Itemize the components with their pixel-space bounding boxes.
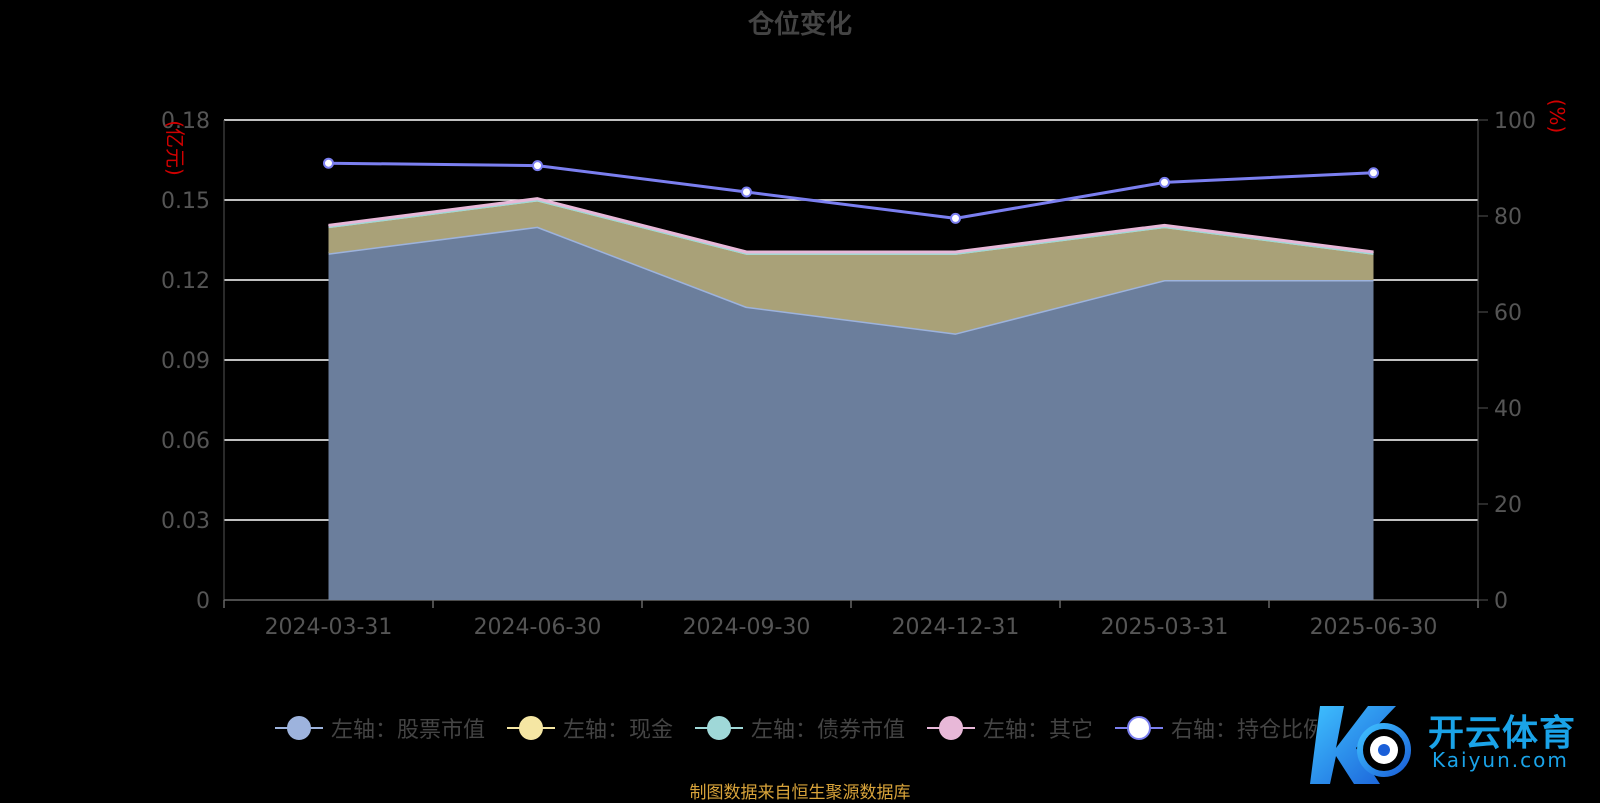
area-0 bbox=[328, 226, 1374, 600]
point-position-ratio bbox=[1368, 167, 1379, 179]
x-tick-label: 2024-09-30 bbox=[683, 615, 811, 640]
legend-symbol-bond bbox=[694, 716, 743, 740]
x-tick-label: 2024-03-31 bbox=[265, 615, 393, 640]
series-line-3 bbox=[328, 197, 1374, 254]
x-tick-label: 2024-12-31 bbox=[892, 615, 1020, 640]
legend-label-bond: 左轴：债券市值 bbox=[750, 718, 905, 743]
legend-symbol-other bbox=[927, 716, 975, 740]
y-right-unit-label: (%) bbox=[1545, 99, 1569, 134]
legend-symbol-stock bbox=[274, 716, 323, 740]
legend-label-position-ratio: 右轴：持仓比例 bbox=[1171, 718, 1326, 743]
y-left-tick-label: 0 bbox=[196, 589, 210, 614]
x-tick-label: 2025-06-30 bbox=[1310, 615, 1438, 640]
y-right-tick-label: 20 bbox=[1494, 493, 1522, 518]
legend-symbol-position-ratio bbox=[1115, 716, 1164, 740]
y-right-tick-label: 40 bbox=[1494, 397, 1522, 422]
point-position-ratio bbox=[741, 186, 752, 198]
legend-item-stock[interactable]: 左轴：股票市值 bbox=[274, 712, 485, 744]
point-position-ratio bbox=[532, 160, 543, 172]
y-right-tick-label: 60 bbox=[1494, 301, 1522, 326]
y-left-tick-label: 0.18 bbox=[161, 109, 210, 134]
legend-label-other: 左轴：其它 bbox=[983, 718, 1094, 743]
series-line-position-ratio bbox=[328, 161, 1374, 220]
y-left-tick-label: 0.12 bbox=[161, 269, 210, 294]
watermark-name: 开云体育 bbox=[1428, 713, 1577, 754]
y-left-tick-label: 0.06 bbox=[161, 429, 210, 454]
legend-symbol-cash bbox=[506, 716, 555, 740]
point-position-ratio bbox=[950, 212, 961, 224]
legend-label-cash: 左轴：现金 bbox=[562, 718, 673, 743]
legend-item-bond[interactable]: 左轴：债券市值 bbox=[694, 712, 905, 744]
y-left-tick-label: 0.09 bbox=[161, 349, 210, 374]
y-right-tick-label: 100 bbox=[1494, 109, 1536, 134]
legend-item-position-ratio[interactable]: 右轴：持仓比例 bbox=[1115, 712, 1325, 744]
y-right-tick-label: 80 bbox=[1494, 205, 1522, 230]
point-position-ratio bbox=[323, 157, 334, 169]
y-right-tick-label: 0 bbox=[1494, 589, 1508, 614]
chart-title: 仓位变化 bbox=[747, 10, 852, 40]
watermark: 开云体育 Kaiyun.com bbox=[1310, 698, 1600, 788]
legend: 左轴：股票市值 左轴：现金 左轴：债券市值 左轴：其它 右轴：持仓比例 bbox=[0, 712, 1600, 744]
source-note: 制图数据来自恒生聚源数据库 bbox=[689, 783, 911, 803]
x-tick-label: 2024-06-30 bbox=[474, 615, 602, 640]
kaiyun-logo-icon bbox=[1310, 706, 1411, 784]
y-left-tick-label: 0.03 bbox=[161, 509, 210, 534]
watermark-url: Kaiyun.com bbox=[1432, 748, 1569, 772]
legend-item-other[interactable]: 左轴：其它 bbox=[927, 712, 1093, 744]
y-left-unit-label: (亿元) bbox=[163, 120, 187, 176]
legend-label-stock: 左轴：股票市值 bbox=[330, 718, 485, 743]
y-left-tick-label: 0.15 bbox=[161, 189, 210, 214]
legend-item-cash[interactable]: 左轴：现金 bbox=[506, 712, 673, 744]
point-position-ratio bbox=[1159, 176, 1170, 188]
x-tick-label: 2025-03-31 bbox=[1101, 615, 1229, 640]
